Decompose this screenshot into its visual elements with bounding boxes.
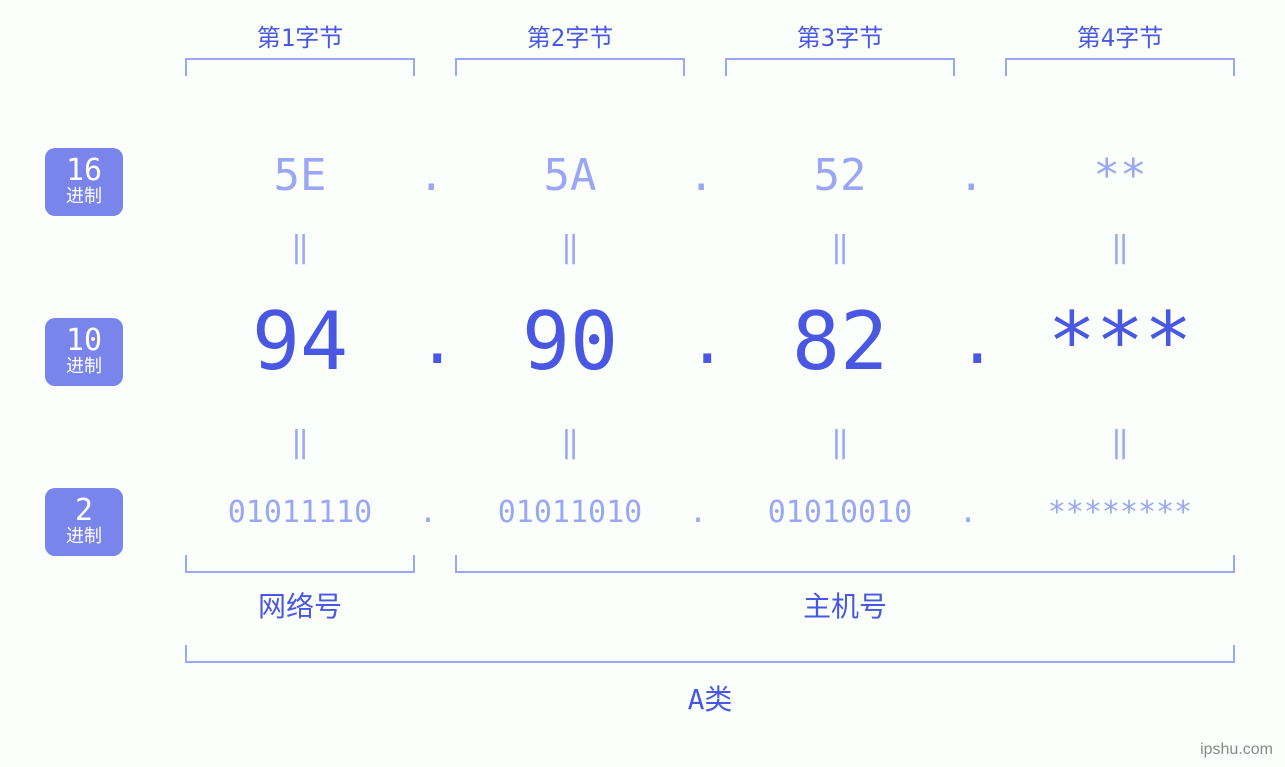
watermark: ipshu.com <box>1200 741 1273 759</box>
bracket-byte-2 <box>455 58 685 76</box>
byte-label-3: 第3字节 <box>720 18 960 53</box>
bracket-class <box>185 645 1235 663</box>
dec-dot-1: . <box>418 305 438 379</box>
dec-val-3: 82 <box>720 295 960 388</box>
bin-val-4: ******** <box>1000 495 1240 530</box>
host-label: 主机号 <box>455 585 1235 625</box>
bracket-byte-4 <box>1005 58 1235 76</box>
dec-dot-3: . <box>958 305 978 379</box>
badge-hex: 16 进制 <box>45 148 123 216</box>
dec-val-1: 94 <box>180 295 420 388</box>
bin-val-2: 01011010 <box>450 495 690 530</box>
dec-val-2: 90 <box>450 295 690 388</box>
hex-dot-2: . <box>688 150 708 201</box>
badge-bin-num: 2 <box>45 496 123 526</box>
hex-dot-1: . <box>418 150 438 201</box>
eq-1-2: ‖ <box>555 230 585 265</box>
eq-2-1: ‖ <box>285 425 315 460</box>
badge-dec-num: 10 <box>45 326 123 356</box>
badge-dec: 10 进制 <box>45 318 123 386</box>
hex-dot-3: . <box>958 150 978 201</box>
bin-dot-1: . <box>418 495 438 530</box>
bin-val-3: 01010010 <box>720 495 960 530</box>
bin-dot-2: . <box>688 495 708 530</box>
bracket-byte-3 <box>725 58 955 76</box>
byte-label-4: 第4字节 <box>1000 18 1240 53</box>
badge-bin: 2 进制 <box>45 488 123 556</box>
hex-val-3: 52 <box>720 150 960 201</box>
dec-val-4: *** <box>1000 295 1240 388</box>
eq-2-3: ‖ <box>825 425 855 460</box>
dec-dot-2: . <box>688 305 708 379</box>
badge-bin-sub: 进制 <box>45 528 123 546</box>
eq-2-2: ‖ <box>555 425 585 460</box>
badge-hex-num: 16 <box>45 156 123 186</box>
bracket-host <box>455 555 1235 573</box>
eq-1-1: ‖ <box>285 230 315 265</box>
bracket-byte-1 <box>185 58 415 76</box>
eq-2-4: ‖ <box>1105 425 1135 460</box>
eq-1-3: ‖ <box>825 230 855 265</box>
bracket-network <box>185 555 415 573</box>
eq-1-4: ‖ <box>1105 230 1135 265</box>
byte-label-1: 第1字节 <box>180 18 420 53</box>
ip-octet-diagram: 第1字节 第2字节 第3字节 第4字节 16 进制 10 进制 2 进制 5E … <box>0 0 1285 767</box>
bin-val-1: 01011110 <box>180 495 420 530</box>
bin-dot-3: . <box>958 495 978 530</box>
badge-dec-sub: 进制 <box>45 358 123 376</box>
byte-label-2: 第2字节 <box>450 18 690 53</box>
class-label: A类 <box>185 678 1235 718</box>
hex-val-4: ** <box>1000 150 1240 201</box>
hex-val-1: 5E <box>180 150 420 201</box>
badge-hex-sub: 进制 <box>45 188 123 206</box>
network-label: 网络号 <box>180 585 420 625</box>
hex-val-2: 5A <box>450 150 690 201</box>
